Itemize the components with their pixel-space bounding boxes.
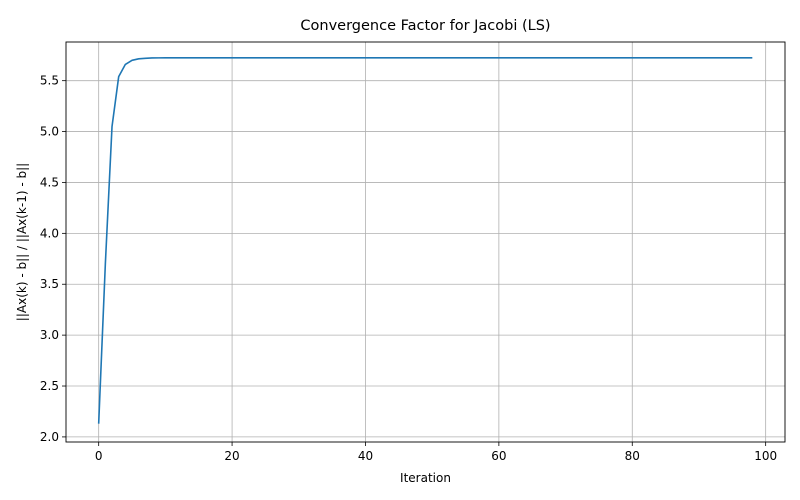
x-tick-label: 80 xyxy=(625,449,640,463)
x-tick-label: 40 xyxy=(358,449,373,463)
grid-lines xyxy=(66,42,785,442)
y-tick-label: 3.5 xyxy=(40,277,59,291)
plot-frame xyxy=(65,41,786,443)
x-tick-label: 20 xyxy=(224,449,239,463)
y-tick-label: 5.0 xyxy=(40,125,59,139)
x-tick-label: 0 xyxy=(95,449,103,463)
x-tick-label: 60 xyxy=(491,449,506,463)
x-axis-title: Iteration xyxy=(400,471,451,485)
x-tick-label: 100 xyxy=(754,449,777,463)
y-tick-label: 3.0 xyxy=(40,328,59,342)
y-axis: 2.0 2.5 3.0 3.5 4.0 4.5 5.0 5.5 xyxy=(40,74,66,444)
y-tick-label: 2.5 xyxy=(40,379,59,393)
y-tick-label: 2.0 xyxy=(40,430,59,444)
y-tick-label: 4.5 xyxy=(40,175,59,189)
y-axis-title: ||Ax(k) - b|| / ||Ax(k-1) - b|| xyxy=(15,163,29,321)
chart-title: Convergence Factor for Jacobi (LS) xyxy=(300,18,550,34)
series-line xyxy=(97,56,753,424)
y-tick-label: 5.5 xyxy=(40,74,59,88)
x-axis: 0 20 40 60 80 100 xyxy=(95,442,777,463)
y-tick-label: 4.0 xyxy=(40,226,59,240)
